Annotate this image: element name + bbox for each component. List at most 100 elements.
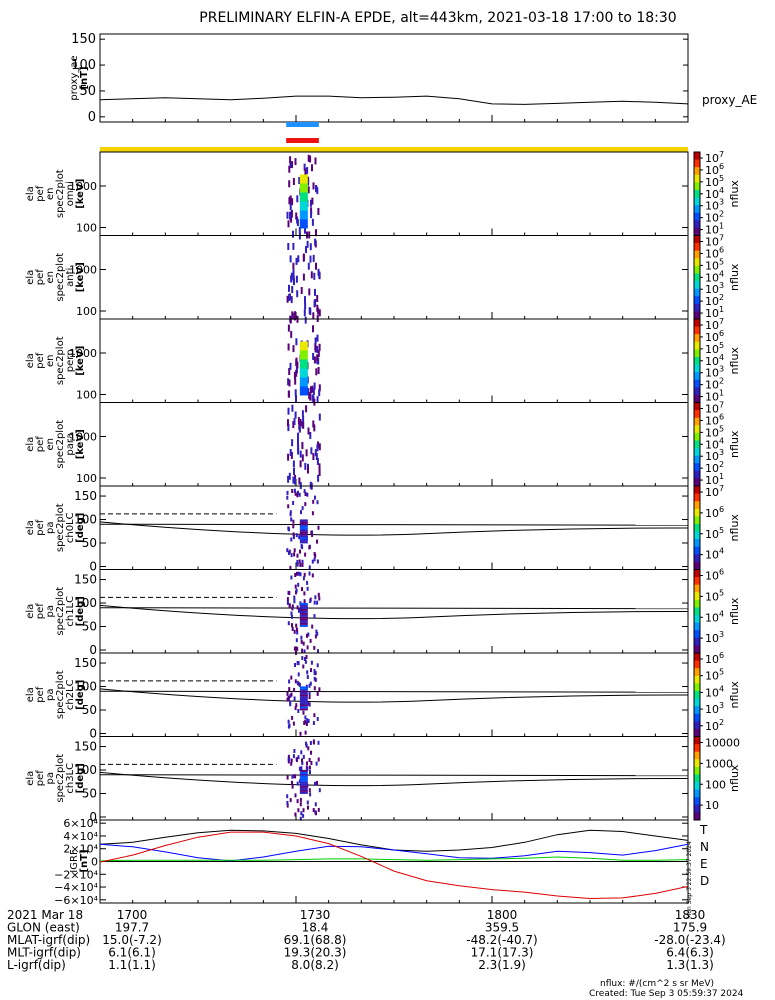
spectrogram-core [299, 777, 308, 780]
spectrogram-pixel [315, 229, 317, 237]
spectrogram-pixel [296, 781, 299, 786]
spectrogram-pixel [313, 686, 316, 691]
spectrogram-pixel [294, 573, 297, 577]
spectrogram-core [299, 787, 308, 790]
footer-cell: MLT-igrf(dip) [7, 946, 81, 960]
spectrogram-core [299, 541, 308, 544]
colorbar-segment [694, 402, 700, 411]
spectrogram-pixel [286, 597, 289, 602]
spectrogram-pixel [306, 766, 309, 771]
spectrogram-pixel [294, 663, 296, 667]
spectrogram-core [299, 781, 308, 784]
spectrogram-pixel [303, 721, 306, 725]
spectrogram-pixel [317, 525, 320, 530]
spectrogram-pixel [309, 681, 312, 686]
spectrogram-core [299, 377, 308, 381]
spectrogram-pixel [316, 539, 318, 544]
spectrogram-pixel [296, 680, 299, 685]
spectrogram-pixel [290, 210, 293, 218]
spectrogram-pixel [296, 562, 299, 567]
spectrogram-core [299, 386, 308, 390]
spectrogram-pixel [296, 553, 299, 558]
spectrogram-pixel [287, 390, 290, 398]
footer-cell: 197.7 [115, 921, 149, 935]
spectrogram-pixel [314, 553, 317, 558]
spec-y-tick-label: 0 [89, 560, 97, 574]
igrf-y-tick-label: −2×10⁴ [54, 868, 98, 881]
spectrogram-pixel [315, 629, 318, 634]
spectrogram-pixel [295, 369, 298, 377]
proxy-ae-legend: proxy_AE [702, 93, 757, 107]
colorbar-segment [694, 637, 700, 646]
spectrogram-pixel [290, 537, 293, 542]
spectrogram-core [299, 183, 308, 187]
spectrogram-pixel [313, 382, 316, 390]
spectrogram-core [299, 791, 308, 794]
spectrogram-ylabel-line: ch0LC [65, 512, 76, 543]
spectrogram-pixel [316, 663, 319, 668]
spectrogram-pixel [299, 418, 302, 426]
spectrogram-pixel [300, 750, 303, 755]
spec-y-tick-label: 50 [82, 536, 97, 550]
spectrogram-pixel [316, 345, 319, 353]
spectrogram-pixel [297, 255, 300, 263]
spectrogram-frame [99, 569, 689, 654]
colorbar-segment [694, 364, 700, 373]
spectrogram-pixel [302, 576, 305, 581]
ae-y-tick-label: 100 [71, 58, 96, 73]
colorbar-segment [694, 440, 700, 449]
spectrogram-pixel [312, 325, 314, 333]
colorbar-segment [694, 690, 700, 700]
spectrogram-pixel [291, 161, 293, 169]
spectrogram-core [299, 186, 308, 190]
spectrogram-pixel [307, 178, 310, 186]
spectrogram-pixel [318, 463, 321, 471]
spectrogram-core [299, 353, 308, 357]
spectrogram-pixel [291, 312, 294, 320]
spectrogram-pixel [291, 198, 294, 206]
loss-cone-line [99, 521, 689, 536]
spectrogram-pixel [314, 671, 317, 676]
spectrogram-pixel [311, 624, 314, 629]
spectrogram-pixel [305, 405, 308, 413]
colorbar-segment [694, 296, 700, 305]
spectrogram-pixel [301, 761, 304, 766]
loss-cone-line [99, 604, 689, 620]
igrf-line-E [99, 856, 689, 862]
spectrogram-pixel [301, 587, 303, 592]
spectrogram-ylabel-line: [keV] [75, 179, 86, 209]
spectrogram-pixel [297, 417, 300, 425]
spectrogram-pixel [293, 371, 296, 379]
spectrogram-ylabel-line: [keV] [75, 429, 86, 459]
spectrogram-pixel [304, 316, 307, 324]
spectrogram-pixel [303, 572, 306, 577]
spectrogram-core [299, 222, 308, 226]
spectrogram-pixel [302, 710, 305, 715]
spec-y-tick-label: 1000 [69, 264, 97, 277]
spectrogram-pixel [302, 641, 305, 646]
spectrogram-pixel [309, 432, 312, 439]
spectrogram-ylabel-line: spec2plot [55, 253, 66, 302]
spectrogram-pixel [286, 803, 289, 808]
footer-cell: 1700 [117, 908, 148, 922]
spectrogram-pixel [294, 812, 297, 817]
spectrogram-pixel [293, 687, 296, 692]
spectrogram-core [299, 618, 308, 621]
spectrogram-pixel [302, 254, 305, 262]
spectrogram-pixel [293, 599, 296, 604]
spectrogram-pixel [307, 154, 310, 162]
spectrogram-pixel [299, 797, 302, 802]
spectrogram-core [299, 380, 308, 384]
spectrogram-core [299, 207, 308, 211]
spectrogram-pixel [306, 240, 309, 248]
spectrogram-pixel [317, 807, 320, 812]
anti-loss-cone-line [99, 690, 689, 693]
spectrogram-core [299, 779, 308, 782]
spectrogram-pixel [289, 702, 292, 707]
spectrogram-pixel [308, 758, 311, 762]
spec-y-tick-label: 0 [89, 810, 97, 824]
spectrogram-pixel [303, 489, 306, 494]
colorbar-segment [694, 455, 700, 464]
spectrogram-pixel [298, 608, 300, 613]
